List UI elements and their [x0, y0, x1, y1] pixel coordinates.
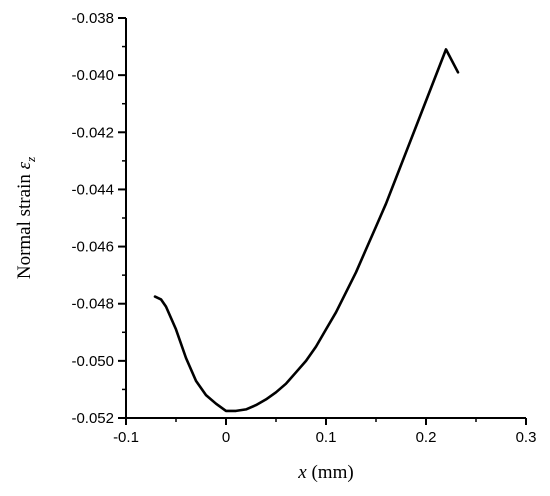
- tick-labels: -0.1 0 0.1 0.2 0.3 -0.052 -0.050 -0.048 -0.046 -0…: [71, 10, 536, 446]
- y-tick-label: -0.052: [71, 410, 114, 427]
- y-axis-title: Normal strain εz: [14, 157, 38, 279]
- y-tick-label: -0.040: [71, 67, 114, 84]
- y-axis-label-text: Normal strain: [14, 169, 35, 279]
- y-tick-label: -0.050: [71, 353, 114, 370]
- x-tick-label: 0: [222, 429, 230, 446]
- x-tick-label: -0.1: [113, 429, 139, 446]
- x-axis-unit: (mm): [307, 462, 354, 483]
- y-tick-label: -0.048: [71, 296, 114, 313]
- y-tick-label: -0.044: [71, 181, 114, 198]
- x-tick-label: 0.1: [316, 429, 337, 446]
- series-line: [153, 48, 460, 413]
- series-layer: [153, 48, 460, 413]
- y-tick-label: -0.042: [71, 124, 114, 141]
- x-tick-label: 0.3: [516, 429, 537, 446]
- y-axis-symbol: ε: [14, 161, 35, 169]
- y-tick-label: -0.038: [71, 10, 114, 27]
- x-axis-title: x (mm): [297, 462, 353, 483]
- x-axis-variable: x: [297, 462, 307, 483]
- y-tick-label: -0.046: [71, 239, 114, 256]
- y-axis-subscript: z: [23, 157, 38, 163]
- ticks: [118, 17, 527, 425]
- x-tick-label: 0.2: [416, 429, 437, 446]
